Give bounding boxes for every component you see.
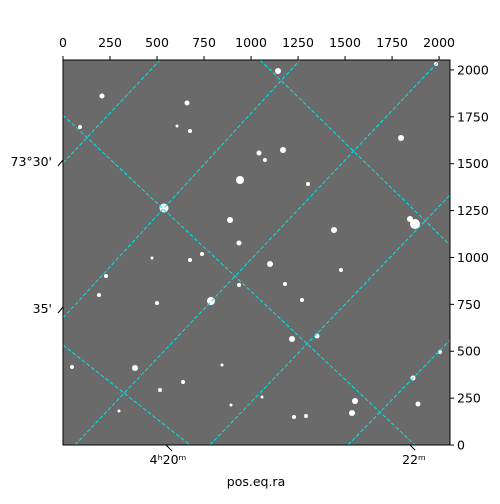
ra-tick-label: 22ᵐ (402, 452, 426, 467)
dec-tick-label: 35' (33, 301, 52, 316)
y-tick-label: 0 (457, 438, 465, 453)
y-tick-label: 1000 (457, 250, 489, 265)
x-tick-label: 500 (145, 35, 169, 50)
x-tick-label: 2000 (423, 35, 455, 50)
x-tick-label: 1000 (235, 35, 267, 50)
x-axis-label: pos.eq.ra (227, 474, 285, 489)
x-tick-label: 750 (192, 35, 216, 50)
x-tick-label: 0 (59, 35, 67, 50)
ra-tick-label: 4ʰ20ᵐ (150, 452, 187, 467)
y-tick-label: 500 (457, 344, 481, 359)
dec-tick-label: 73°30' (11, 154, 53, 169)
y-tick-label: 2000 (457, 62, 489, 77)
x-tick-label: 1250 (282, 35, 314, 50)
y-tick-label: 1500 (457, 156, 489, 171)
coordinate-grid (63, 60, 450, 445)
x-tick-label: 250 (98, 35, 122, 50)
x-tick-label: 1750 (376, 35, 408, 50)
plot-frame (62, 59, 451, 446)
y-tick-label: 250 (457, 391, 481, 406)
x-tick-label: 1500 (329, 35, 361, 50)
sky-image (63, 60, 450, 445)
y-tick-label: 750 (457, 297, 481, 312)
y-tick-label: 1250 (457, 203, 489, 218)
wcs-ticks (57, 159, 416, 452)
y-tick-label: 1750 (457, 109, 489, 124)
